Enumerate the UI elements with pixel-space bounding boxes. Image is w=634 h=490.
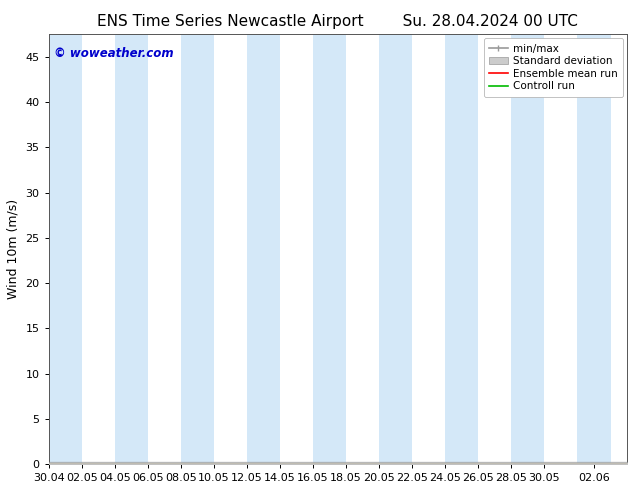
Bar xyxy=(379,34,412,464)
Bar xyxy=(512,34,545,464)
Bar xyxy=(181,34,214,464)
Title: ENS Time Series Newcastle Airport        Su. 28.04.2024 00 UTC: ENS Time Series Newcastle Airport Su. 28… xyxy=(98,14,578,29)
Y-axis label: Wind 10m (m/s): Wind 10m (m/s) xyxy=(7,199,20,299)
Bar xyxy=(445,34,478,464)
Bar xyxy=(313,34,346,464)
Bar xyxy=(49,34,82,464)
Bar xyxy=(247,34,280,464)
Bar xyxy=(578,34,611,464)
Legend: min/max, Standard deviation, Ensemble mean run, Controll run: min/max, Standard deviation, Ensemble me… xyxy=(484,38,623,97)
Text: © woweather.com: © woweather.com xyxy=(55,47,174,60)
Bar xyxy=(115,34,148,464)
